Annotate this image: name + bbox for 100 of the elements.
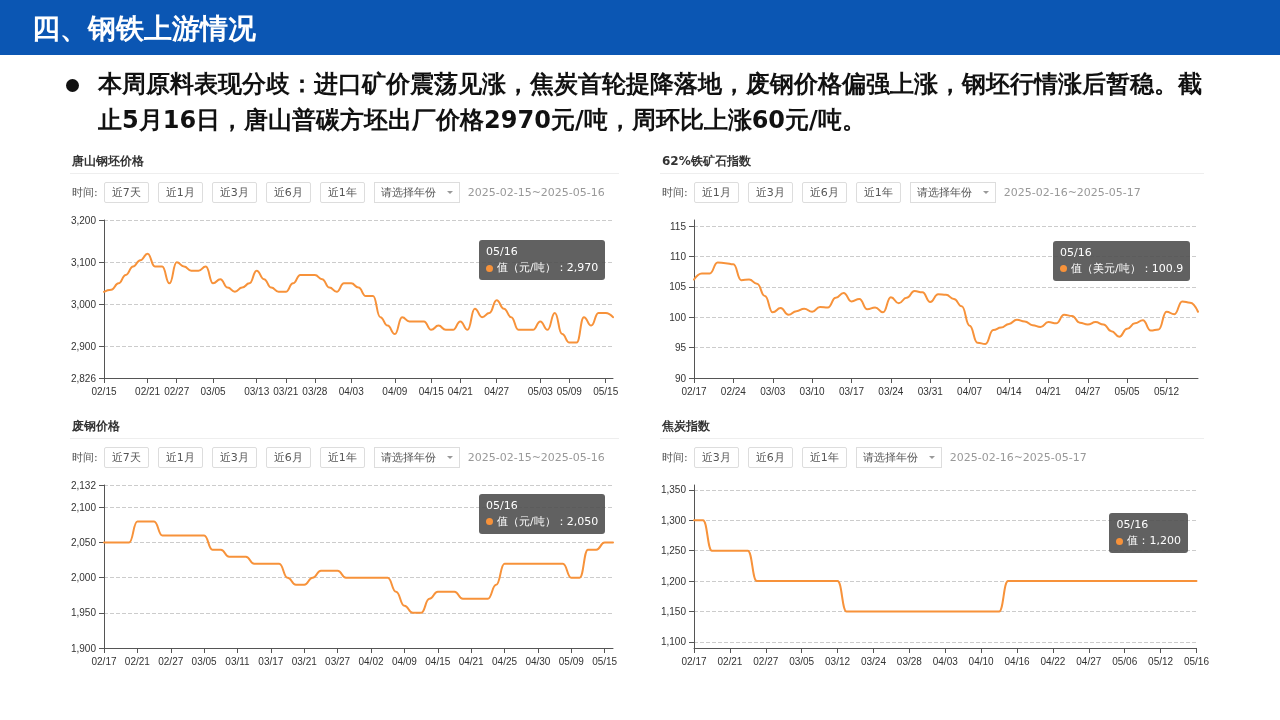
y-tick-label: 1,350: [660, 484, 687, 496]
line-series: [693, 261, 1199, 345]
text: 近1年: [801, 447, 847, 468]
x-tick-label: 05/12: [1153, 385, 1180, 397]
chart-title: 废钢价格: [72, 418, 120, 435]
x-tick-label: 04/21: [1035, 385, 1062, 397]
text: 本周原料表现分歧：进口矿价震荡见涨，焦炭首轮提降落地，废钢价格偏强上涨，钢坯行情涨后暂稳。截止5月16日，唐山普碳方坯出厂价格2970元/吨，周环比上涨60元/吨。: [98, 69, 1203, 136]
chart-title: 唐山钢坯价格: [72, 153, 144, 170]
x-tick-label: 04/15: [418, 385, 445, 397]
x-tick-label: 02/21: [124, 655, 151, 667]
x-tick-label: 04/15: [425, 655, 451, 667]
y-tick-label: 1,950: [70, 607, 97, 619]
x-tick-label: 02/27: [164, 385, 190, 397]
y-tick-label: 3,200: [70, 214, 97, 226]
y-tick-label: 90: [674, 372, 687, 384]
y-tick-label: 1,300: [660, 514, 687, 526]
text: 近1月: [157, 182, 203, 203]
x-tick-label: 02/27: [753, 655, 779, 667]
text: 近3月: [747, 182, 793, 203]
y-tick-label: 110: [670, 250, 687, 262]
x-tick-label: 03/21: [273, 385, 299, 397]
text: 请选择年份: [862, 450, 918, 465]
text: 时间:: [72, 450, 98, 465]
text: 请选择年份: [380, 450, 436, 465]
text: 近6月: [265, 182, 311, 203]
text: 四、钢铁上游情况: [32, 11, 256, 47]
text: 近7天: [103, 447, 149, 468]
x-tick-label: 05/05: [1114, 385, 1141, 397]
x-tick-label: 02/27: [158, 655, 184, 667]
x-tick-label: 04/22: [1040, 655, 1066, 667]
x-tick-label: 04/03: [338, 385, 365, 397]
text: 近3月: [693, 447, 739, 468]
y-tick-label: 1,150: [660, 606, 687, 618]
x-tick-label: 05/12: [1148, 655, 1174, 667]
y-tick-label: 1,250: [660, 545, 687, 557]
x-tick-label: 02/21: [135, 385, 161, 397]
x-tick-label: 03/31: [917, 385, 944, 397]
text: 近3月: [211, 182, 257, 203]
x-tick-label: 04/27: [1075, 385, 1101, 397]
y-tick-label: 1,100: [660, 636, 687, 648]
x-tick-label: 04/03: [932, 655, 959, 667]
x-tick-label: 03/13: [244, 385, 270, 397]
x-tick-label: 05/09: [556, 385, 583, 397]
x-tick-label: 03/05: [789, 655, 815, 667]
x-tick-label: 04/21: [447, 385, 474, 397]
x-tick-label: 03/28: [896, 655, 923, 667]
x-tick-label: 03/05: [200, 385, 227, 397]
x-tick-label: 03/03: [760, 385, 786, 397]
x-tick-label: 04/10: [968, 655, 995, 667]
x-tick-label: 04/07: [957, 385, 983, 397]
x-tick-label: 02/21: [717, 655, 743, 667]
text: 时间:: [662, 185, 688, 200]
text: 近7天: [103, 182, 149, 203]
x-tick-label: 02/17: [681, 385, 707, 397]
x-tick-label: 02/17: [681, 655, 707, 667]
x-tick-label: 05/09: [558, 655, 585, 667]
x-tick-label: 02/17: [91, 655, 117, 667]
y-tick-label: 1,900: [70, 642, 97, 654]
x-tick-label: 04/27: [484, 385, 510, 397]
x-tick-label: 04/27: [1076, 655, 1102, 667]
chart-title: 焦炭指数: [662, 418, 710, 435]
text: 请选择年份: [380, 185, 436, 200]
text: 2025-02-16~2025-05-17: [949, 451, 1087, 464]
x-tick-label: 04/09: [391, 655, 418, 667]
x-tick-label: 04/02: [358, 655, 384, 667]
chart-title: 62%铁矿石指数: [662, 153, 751, 170]
x-tick-label: 03/17: [258, 655, 284, 667]
text: 近1年: [319, 447, 365, 468]
text: 2025-02-16~2025-05-17: [1003, 186, 1141, 199]
x-tick-label: 03/17: [838, 385, 865, 397]
y-tick-label: 2,132: [70, 479, 97, 491]
x-tick-label: 03/11: [225, 655, 251, 667]
text: 近3月: [211, 447, 257, 468]
text: 近1年: [855, 182, 901, 203]
text: 2025-02-15~2025-05-16: [467, 186, 605, 199]
y-tick-label: 2,000: [70, 572, 97, 584]
x-tick-label: 03/05: [191, 655, 218, 667]
text: 时间:: [72, 185, 98, 200]
text: 请选择年份: [916, 185, 972, 200]
text: 近1年: [319, 182, 365, 203]
text: 近1月: [157, 447, 203, 468]
x-tick-label: 02/24: [720, 385, 747, 397]
x-tick-label: 02/15: [91, 385, 117, 397]
x-tick-label: 04/21: [458, 655, 485, 667]
x-tick-label: 05/03: [527, 385, 554, 397]
x-tick-label: 03/21: [291, 655, 318, 667]
y-tick-label: 95: [674, 342, 687, 354]
y-tick-label: 1,200: [660, 575, 687, 587]
y-tick-label: 2,100: [70, 501, 97, 513]
text: 时间:: [662, 450, 688, 465]
y-tick-label: 100: [669, 311, 687, 323]
y-tick-label: 3,000: [70, 298, 97, 310]
x-tick-label: 04/16: [1004, 655, 1030, 667]
x-tick-label: 05/16: [1183, 655, 1210, 667]
x-tick-label: 04/30: [525, 655, 551, 667]
line-series: [693, 519, 1198, 613]
text: 2025-02-15~2025-05-16: [467, 451, 605, 464]
x-tick-label: 03/28: [302, 385, 328, 397]
x-tick-label: 03/10: [799, 385, 826, 397]
x-tick-label: 03/24: [878, 385, 904, 397]
